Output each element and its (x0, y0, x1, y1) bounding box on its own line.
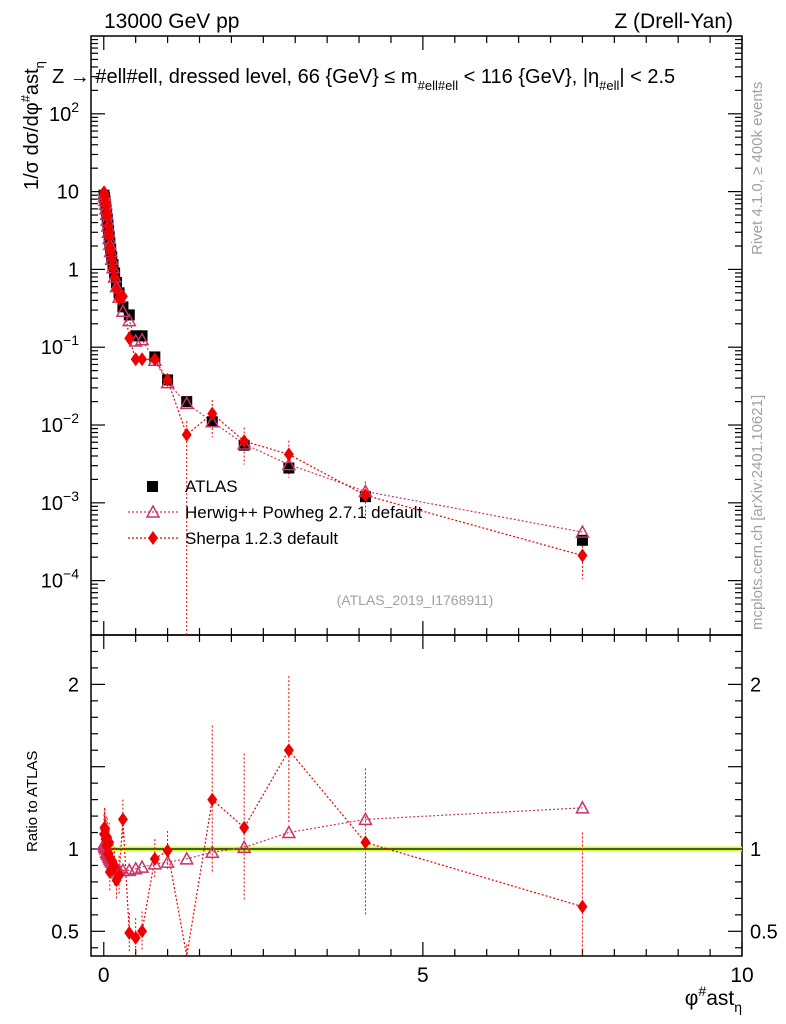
y-axis-label: 1/σ dσ/dφ#astη (18, 61, 47, 190)
sherpa-point (162, 372, 173, 387)
herwig-ratio-point (236, 839, 252, 854)
legend-sherpa-marker (148, 531, 158, 545)
ratio-tick-label-right: 0.5 (750, 921, 778, 943)
sherpa-ratio-point (117, 812, 128, 827)
analysis-watermark: (ATLAS_2019_I1768911) (337, 592, 494, 608)
sherpa-ratio-point (149, 851, 160, 866)
herwig-point (575, 524, 590, 538)
sherpa-point (124, 331, 135, 346)
x-axis-label: φ#astη (685, 983, 742, 1015)
ratio-panel-frame (90, 634, 743, 957)
herwig-ratio-point (134, 859, 150, 873)
herwig-ratio-point (575, 800, 590, 814)
legend-atlas-label: ATLAS (185, 477, 238, 496)
ratio-tick-label: 0.5 (51, 921, 79, 943)
sherpa-point (149, 352, 160, 367)
herwig-point (205, 414, 220, 428)
herwig-ratio-point (179, 851, 194, 865)
sherpa-point (130, 352, 141, 367)
sherpa-point (283, 447, 294, 462)
legend-herwig-marker (145, 504, 161, 518)
ratio-reference-band (103, 846, 742, 852)
sherpa-point (181, 427, 192, 442)
legend-sherpa-label: Sherpa 1.2.3 default (185, 529, 338, 548)
y-tick-label: 1 (68, 259, 79, 281)
atlas-point (206, 416, 218, 428)
sherpa-ratio-point (360, 835, 371, 850)
y-tick-label: 102 (49, 99, 79, 126)
sherpa-ratio-point (109, 860, 120, 875)
herwig-point (134, 332, 150, 346)
herwig-point (122, 313, 137, 327)
sherpa-point (102, 210, 113, 225)
atlas-point (283, 462, 295, 474)
herwig-ratio-point (147, 856, 163, 870)
sherpa-ratio-point (207, 792, 218, 807)
herwig-ratio-line (103, 807, 583, 872)
sherpa-point (207, 406, 218, 421)
herwig-ratio-point (160, 854, 175, 868)
sherpa-point (137, 352, 148, 367)
herwig-point (115, 303, 131, 317)
atlas-point (136, 330, 148, 342)
mcplots-credit: mcplots.cern.ch [arXiv:2401.10621] (749, 395, 766, 630)
y-tick-label: 10−4 (41, 566, 79, 593)
legend-atlas-marker (147, 481, 158, 492)
herwig-ratio-point (358, 811, 373, 826)
sherpa-ratio-point (130, 930, 141, 945)
ratio-tick-label-right: 1 (750, 839, 761, 861)
ratio-tick-label-right: 2 (750, 674, 761, 696)
sherpa-ratio-point (577, 899, 588, 914)
series-lines (103, 187, 583, 957)
sherpa-ratio-point (162, 843, 173, 858)
sherpa-line (103, 192, 583, 557)
sherpa-ratio-point (104, 835, 115, 850)
x-tick-label: 5 (417, 964, 429, 987)
ratio-tick-label: 2 (68, 674, 79, 696)
sherpa-ratio-point (137, 924, 148, 939)
rivet-credit: Rivet 4.1.0, ≥ 400k events (749, 82, 766, 255)
x-tick-label: 0 (98, 964, 110, 987)
herwig-point (281, 457, 297, 471)
sherpa-ratio-point (114, 868, 125, 883)
sherpa-ratio-point (283, 743, 294, 758)
sherpa-point (117, 289, 128, 304)
atlas-point (117, 301, 129, 313)
y-tick-label: 10−1 (41, 332, 79, 359)
header-right: Z (Drell-Yan) (614, 10, 733, 33)
sherpa-point (577, 548, 588, 563)
sherpa-point (109, 269, 120, 284)
header-left: 13000 GeV pp (104, 10, 239, 33)
herwig-ratio-point (281, 824, 297, 839)
x-tick-label: 10 (730, 964, 753, 987)
ratio-tick-label: 1 (68, 839, 79, 861)
atlas-point (576, 534, 588, 546)
herwig-point (179, 395, 194, 410)
axis-ticks: 0 5 10 10−4 10−3 10−2 10−1 1 10 102 0.5 0.5 1 1 2 2 (41, 36, 778, 987)
sherpa-ratio-point (239, 820, 250, 835)
herwig-line (103, 193, 583, 533)
atlas-point (181, 396, 193, 408)
sherpa-ratio-line (103, 749, 583, 957)
y-tick-label: 10−2 (41, 410, 79, 437)
series-markers (96, 185, 590, 945)
herwig-ratio-point (205, 844, 220, 859)
plot-title: Z → #ell#ell, dressed level, 66 {GeV} ≤ … (52, 66, 675, 93)
sherpa-point (239, 434, 250, 449)
ratio-axis-label: Ratio to ATLAS (24, 751, 41, 852)
sherpa-point (104, 228, 115, 243)
legend: ATLAS Herwig++ Powheg 2.7.1 default Sher… (128, 477, 422, 548)
sherpa-point (360, 488, 371, 503)
y-tick-label: 10−3 (41, 488, 79, 515)
legend-herwig-label: Herwig++ Powheg 2.7.1 default (185, 503, 422, 522)
y-tick-label: 10 (57, 182, 79, 204)
